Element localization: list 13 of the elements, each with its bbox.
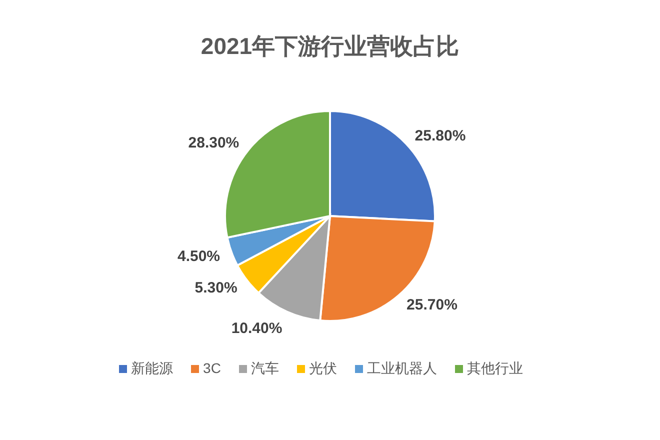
- chart-title: 2021年下游行业营收占比: [200, 32, 460, 61]
- data-label: 10.40%: [231, 320, 282, 337]
- legend-label: 光伏: [308, 360, 337, 376]
- data-label: 25.80%: [414, 127, 466, 144]
- legend-label: 3C: [203, 360, 221, 376]
- data-label: 25.70%: [406, 296, 458, 314]
- legend-label: 新能源: [131, 360, 174, 376]
- data-label: 5.30%: [194, 279, 238, 296]
- legend-label: 其他行业: [466, 360, 523, 376]
- legend-label: 工业机器人: [366, 360, 437, 376]
- data-label: 28.30%: [188, 134, 240, 152]
- legend-label: 汽车: [250, 360, 279, 376]
- data-label: 4.50%: [177, 248, 220, 265]
